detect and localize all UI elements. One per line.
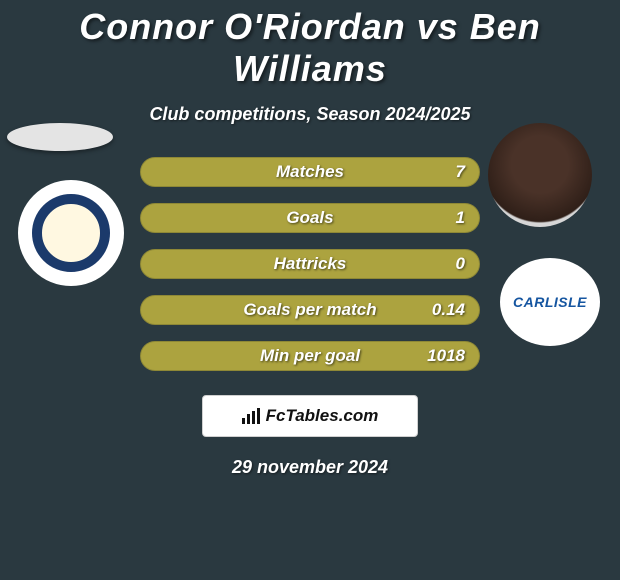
stat-label: Min per goal xyxy=(260,346,360,366)
stat-label: Goals per match xyxy=(243,300,376,320)
carlisle-logo-text: CARLISLE xyxy=(513,294,587,310)
stat-value: 7 xyxy=(456,162,465,182)
left-club-badge xyxy=(18,180,124,286)
brand-text: FcTables.com xyxy=(266,406,379,426)
brand-box: FcTables.com xyxy=(202,395,418,437)
stat-label: Goals xyxy=(286,208,333,228)
stat-row: Matches 7 xyxy=(140,157,480,187)
right-player-avatar xyxy=(488,123,592,227)
crewe-badge-icon xyxy=(32,194,110,272)
stat-value: 1 xyxy=(456,208,465,228)
stat-row: Goals 1 xyxy=(140,203,480,233)
stat-value: 0.14 xyxy=(432,300,465,320)
stat-row: Goals per match 0.14 xyxy=(140,295,480,325)
date-label: 29 november 2024 xyxy=(0,457,620,478)
stat-value: 1018 xyxy=(427,346,465,366)
page-title: Connor O'Riordan vs Ben Williams xyxy=(0,0,620,90)
bars-icon xyxy=(242,408,262,424)
brand-label: FcTables.com xyxy=(242,406,379,426)
left-player-avatar xyxy=(7,123,113,151)
stat-label: Matches xyxy=(276,162,344,182)
stat-value: 0 xyxy=(456,254,465,274)
subtitle: Club competitions, Season 2024/2025 xyxy=(0,104,620,125)
stat-label: Hattricks xyxy=(274,254,347,274)
stat-row: Min per goal 1018 xyxy=(140,341,480,371)
stat-row: Hattricks 0 xyxy=(140,249,480,279)
right-club-badge: CARLISLE xyxy=(500,258,600,346)
